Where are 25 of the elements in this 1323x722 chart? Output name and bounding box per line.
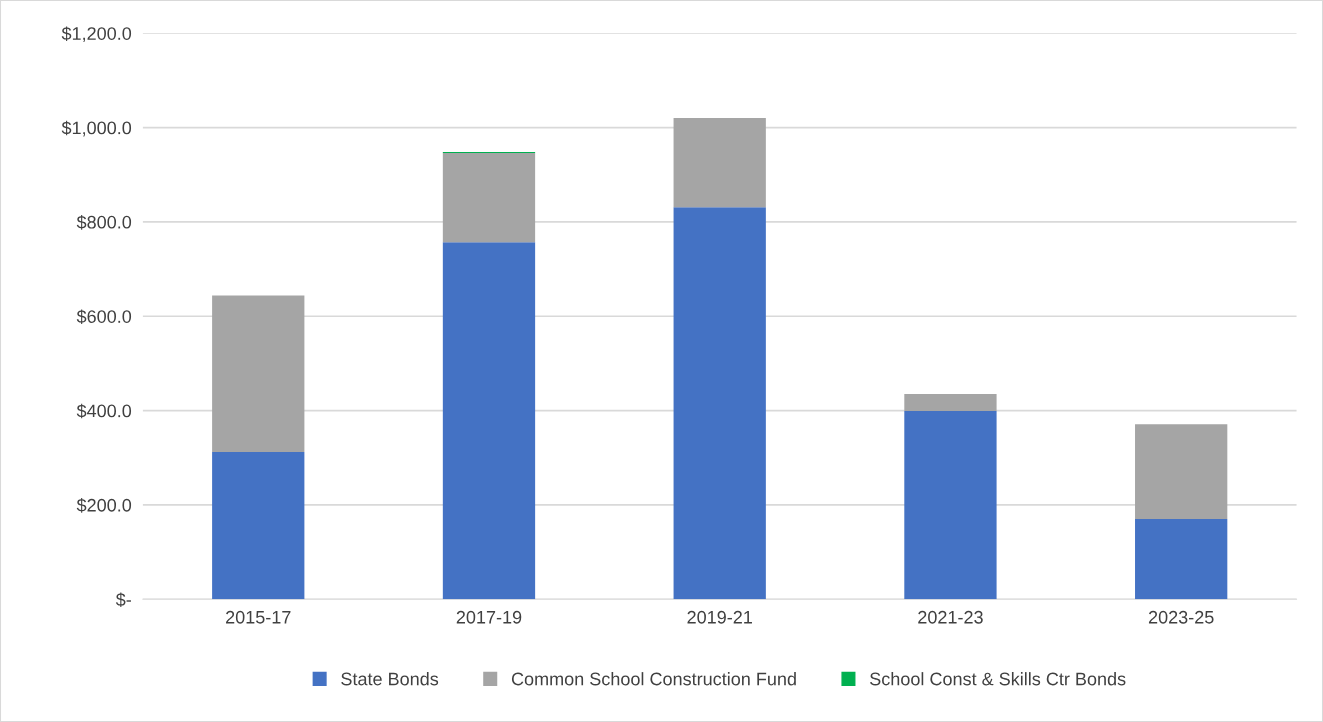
bar: [1135, 519, 1228, 600]
bar: [212, 295, 305, 453]
x-tick-label: 2015-17: [226, 610, 291, 624]
y-tick-label: $1,000.0: [61, 120, 132, 137]
bar: [673, 207, 766, 600]
bar: [904, 394, 997, 412]
x-tick-label: 2019-21: [687, 610, 752, 624]
x-tick-label: 2023-25: [1148, 610, 1214, 624]
y-tick-label: $1,200.0: [61, 26, 132, 43]
y-tick-label: $200.0: [76, 498, 132, 513]
bar: [673, 118, 766, 208]
y-tick-label: $800.0: [76, 215, 132, 230]
y-tick-label: $-: [115, 592, 131, 608]
legend-label: State Bonds: [341, 672, 439, 686]
bar: [442, 242, 536, 600]
y-tick-label: $600.0: [76, 309, 132, 325]
bar: [212, 452, 305, 600]
bar: [1135, 424, 1228, 520]
legend-label: Common School Construction Fund: [511, 672, 796, 686]
x-tick-label: 2021-23: [918, 610, 983, 624]
y-tick-label: $400.0: [76, 403, 132, 419]
x-tick-label: 2017-19: [456, 610, 522, 624]
bar: [904, 411, 997, 600]
bar: [442, 153, 536, 243]
legend-label: School Const & Skills Ctr Bonds: [870, 672, 1126, 686]
